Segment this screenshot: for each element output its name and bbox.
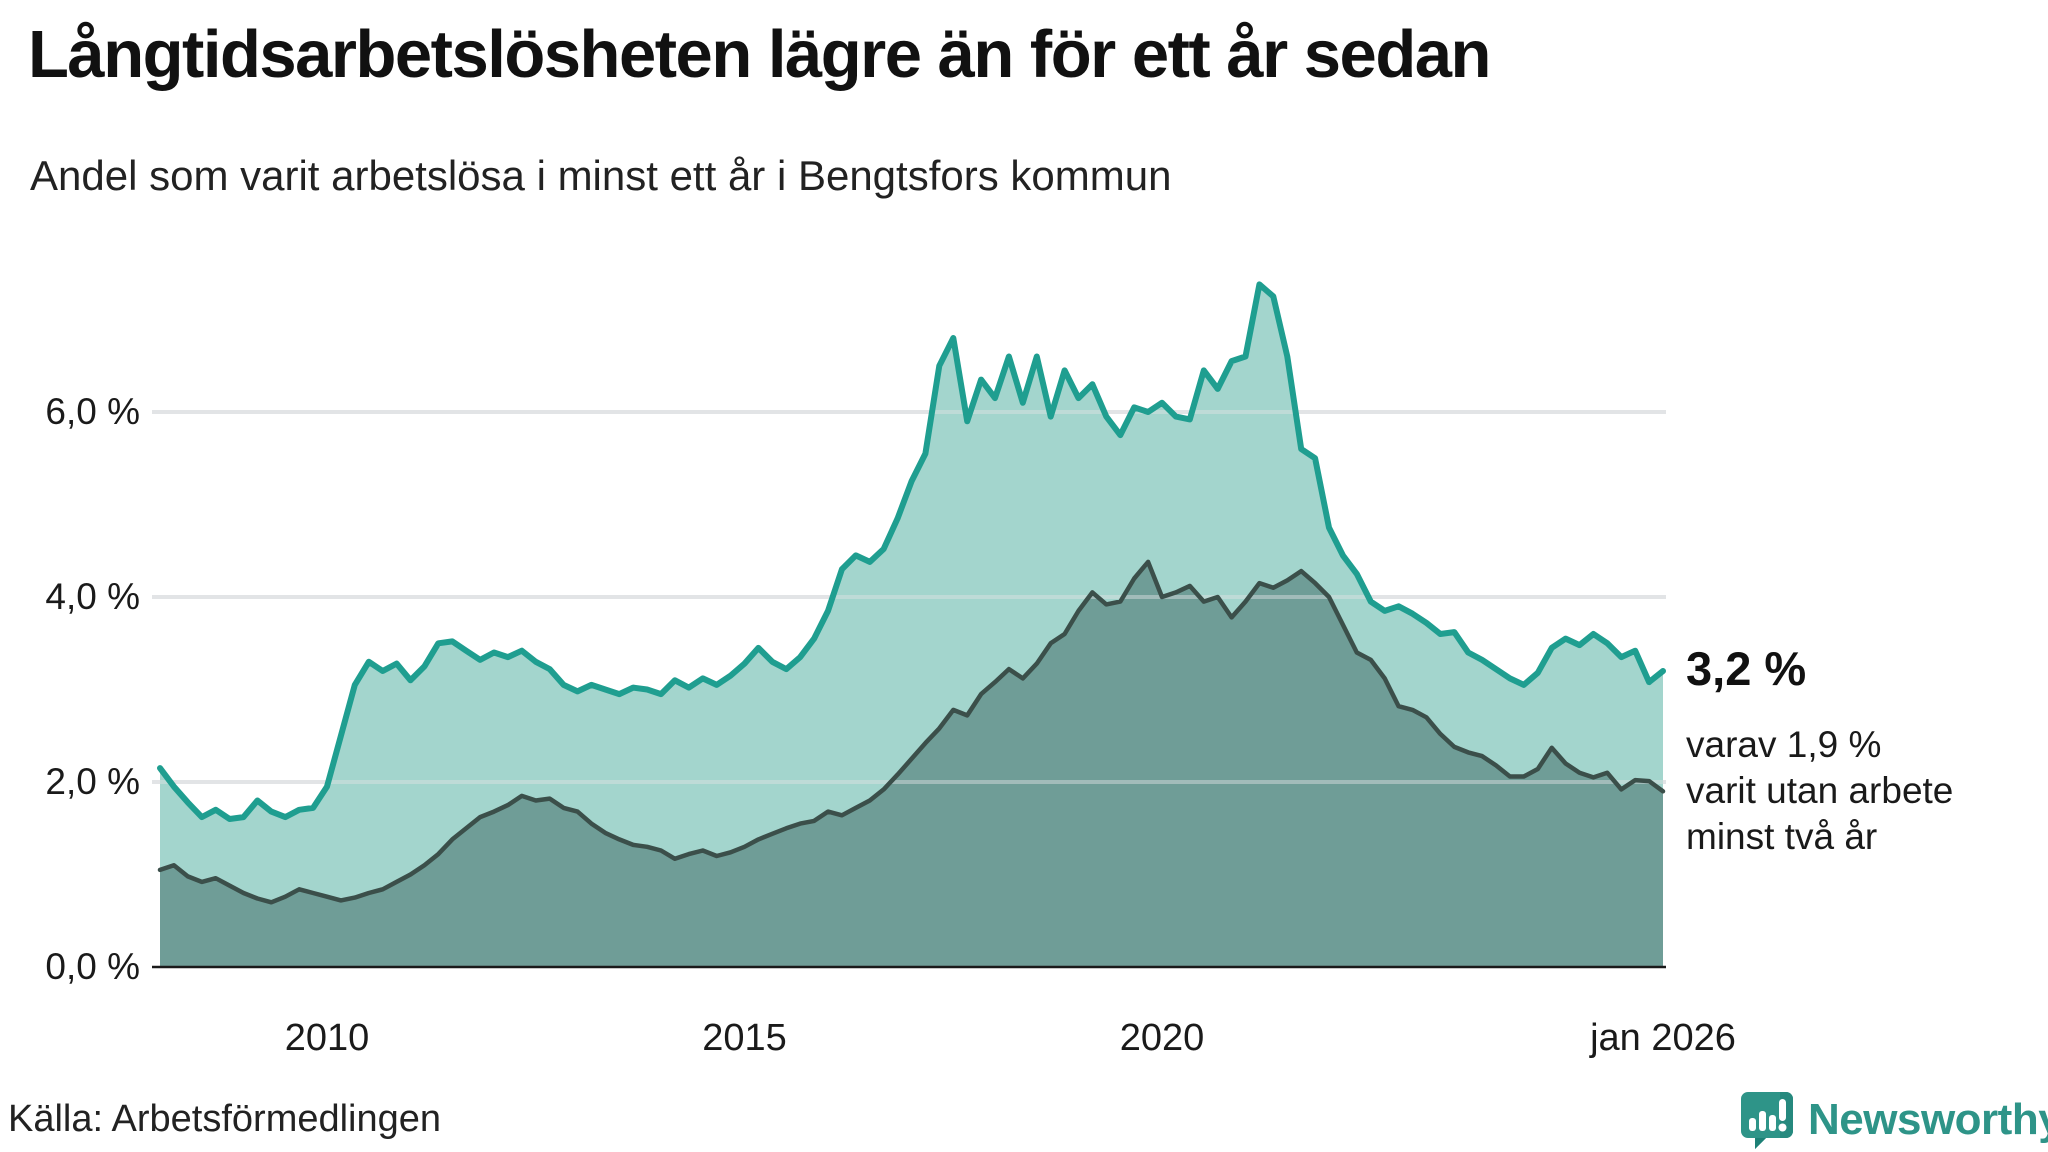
newsworthy-logo-icon (1741, 1092, 1793, 1149)
y-tick-label: 0,0 % (45, 946, 140, 987)
page-title: Långtidsarbetslösheten lägre än för ett … (28, 17, 1491, 92)
x-tick-label: 2015 (702, 1017, 787, 1059)
y-tick-label: 2,0 % (45, 761, 140, 802)
subnote-line-2: varit utan arbete (1686, 770, 1954, 811)
x-tick-label: jan 2026 (1590, 1017, 1736, 1059)
area-fill (160, 561, 1664, 967)
y-tick-label: 6,0 % (45, 391, 140, 432)
x-tick-label: 2010 (284, 1017, 370, 1059)
end-value-subnote: varav 1,9 % varit utan arbete minst två … (1686, 722, 2026, 860)
subnote-line-3: minst två år (1686, 816, 1878, 857)
y-tick-label: 4,0 % (45, 576, 140, 617)
source-attribution: Källa: Arbetsförmedlingen (8, 1098, 442, 1140)
end-value-annotation: 3,2 % (1686, 642, 1807, 695)
x-tick-label: 2020 (1119, 1017, 1205, 1059)
subnote-line-1: varav 1,9 % (1686, 724, 1882, 765)
newsworthy-logo: Newsworthy (1740, 1092, 2048, 1149)
newsworthy-logo-text: Newsworthy (1808, 1095, 2048, 1144)
series-line (157, 281, 1666, 822)
series-line (157, 559, 1666, 905)
page-subtitle: Andel som varit arbetslösa i minst ett å… (30, 152, 1172, 199)
